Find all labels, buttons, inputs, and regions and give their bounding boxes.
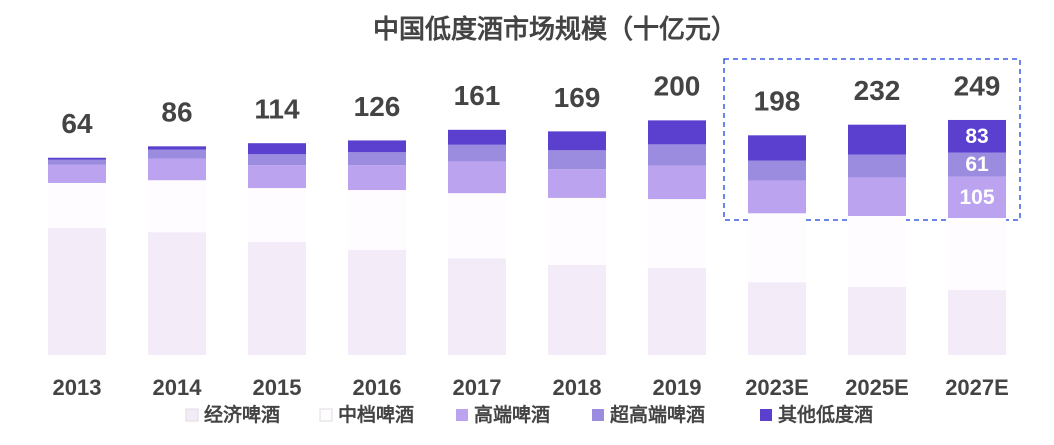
- bar-segment: [548, 131, 606, 151]
- total-label: 114: [254, 94, 300, 125]
- bar-segment: [448, 161, 506, 194]
- bar-segment: [48, 182, 106, 228]
- segment-label: 61: [965, 153, 989, 176]
- bar-segment: [948, 290, 1006, 355]
- segment-label: 83: [965, 125, 988, 148]
- legend-swatch: [760, 409, 772, 421]
- x-tick-label: 2019: [653, 375, 702, 400]
- bar-segment: [548, 169, 606, 198]
- bar-segment: [648, 199, 706, 268]
- bar-segment: [948, 176, 1006, 218]
- total-label: 161: [454, 80, 501, 111]
- total-label: 64: [61, 108, 93, 139]
- bar-segment: [748, 160, 806, 181]
- total-label: 169: [554, 82, 601, 113]
- total-label: 198: [754, 86, 801, 117]
- total-label: 200: [654, 71, 701, 102]
- total-label: 126: [354, 91, 401, 122]
- bar-segment: [948, 217, 1006, 291]
- bar-segment: [448, 258, 506, 355]
- bar-segment: [848, 177, 906, 217]
- legend-label: 经济啤酒: [204, 403, 280, 426]
- bar-segment: [148, 180, 206, 233]
- x-tick-label: 2018: [553, 375, 602, 400]
- total-label: 86: [161, 97, 192, 128]
- bar-segment: [248, 188, 306, 243]
- bar-segment: [448, 144, 506, 162]
- bar-segment: [848, 216, 906, 287]
- bar-segment: [348, 190, 406, 250]
- bar-segment: [48, 164, 106, 183]
- bar-segment: [348, 249, 406, 355]
- total-label: 232: [854, 75, 901, 106]
- bar-segment: [148, 158, 206, 181]
- bar-segment: [248, 154, 306, 166]
- legend-label: 其他低度酒: [778, 403, 873, 426]
- bar-segment: [748, 180, 806, 214]
- x-tick-label: 2023E: [745, 375, 809, 400]
- bar-segment: [48, 159, 106, 165]
- bar-segment: [648, 120, 706, 145]
- segment-label: 105: [959, 186, 994, 209]
- legend-swatch: [319, 408, 333, 422]
- x-tick-label: 2027E: [945, 375, 1009, 400]
- x-tick-label: 2015: [253, 375, 302, 400]
- bar-segment: [48, 227, 106, 355]
- bar-segment: [748, 282, 806, 355]
- legend-swatch: [185, 408, 199, 422]
- bar-segment: [248, 242, 306, 355]
- bar-segment: [548, 264, 606, 355]
- x-tick-label: 2025E: [845, 375, 909, 400]
- bar-segment: [848, 286, 906, 355]
- legend-label: 超高端啤酒: [609, 403, 705, 426]
- legend-swatch: [592, 409, 604, 421]
- bar-segment: [648, 165, 706, 200]
- bar-segment: [648, 144, 706, 166]
- bar-segment: [348, 165, 406, 191]
- bar-segment: [48, 157, 106, 160]
- bar-segment: [348, 140, 406, 153]
- bar-segment: [548, 197, 606, 265]
- bar-segment: [148, 146, 206, 150]
- bar-segment: [448, 193, 506, 259]
- chart-title: 中国低度酒市场规模（十亿元）: [373, 14, 737, 44]
- bar-segment: [948, 119, 1006, 153]
- x-tick-label: 2017: [453, 375, 502, 400]
- legend-label: 中档啤酒: [338, 403, 414, 426]
- bar-segment: [848, 154, 906, 178]
- bar-segment: [648, 267, 706, 355]
- total-label: 249: [954, 70, 1001, 101]
- bar-segment: [248, 143, 306, 155]
- legend-swatch: [456, 409, 468, 421]
- legend-label: 高端啤酒: [474, 403, 550, 426]
- x-tick-label: 2016: [353, 375, 402, 400]
- bar-segment: [148, 149, 206, 159]
- x-tick-label: 2014: [153, 375, 203, 400]
- bar-segment: [748, 213, 806, 283]
- bar-segment: [348, 152, 406, 166]
- bar-segment: [548, 150, 606, 170]
- bar-segment: [948, 152, 1006, 177]
- bar-segment: [148, 232, 206, 355]
- bar-segment: [448, 129, 506, 145]
- bar-segment: [748, 135, 806, 161]
- bar-segment: [248, 165, 306, 189]
- x-tick-label: 2013: [53, 375, 102, 400]
- bar-segment: [848, 124, 906, 155]
